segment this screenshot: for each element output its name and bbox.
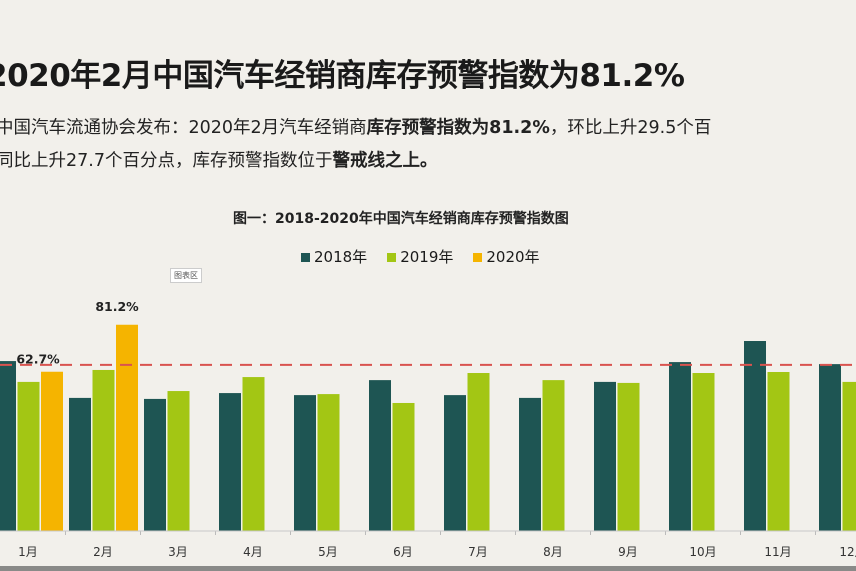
x-tick-label: 2月	[93, 545, 113, 559]
bar-2018年-1月	[0, 361, 16, 531]
bar-2018年-6月	[369, 380, 391, 531]
x-tick-label: 6月	[393, 545, 413, 559]
bar-2020年-1月	[41, 371, 63, 531]
x-tick-label: 5月	[318, 545, 338, 559]
bar-2019年-9月	[617, 382, 640, 531]
x-tick-label: 9月	[618, 545, 638, 559]
bar-2018年-11月	[744, 341, 766, 531]
legend-label: 2018年	[314, 248, 368, 266]
slide-title: 2020年2月中国汽车经销商库存预警指数为81.2%	[0, 58, 685, 94]
data-label: 81.2%	[95, 299, 139, 314]
bottom-border	[0, 566, 856, 571]
bar-2019年-3月	[167, 391, 190, 531]
data-label: 62.7%	[16, 352, 60, 367]
bar-2018年-4月	[219, 393, 241, 531]
bar-2019年-11月	[767, 371, 790, 531]
bar-2019年-8月	[542, 380, 565, 531]
bar-2019年-7月	[467, 373, 490, 531]
bar-2019年-4月	[242, 377, 265, 531]
x-tick-label: 7月	[468, 545, 488, 559]
legend-swatch	[301, 253, 310, 262]
legend-label: 2019年	[400, 248, 454, 266]
x-tick-label: 10月	[689, 545, 716, 559]
summary-text: 中国汽车流通协会发布：2020年2月汽车经销商	[0, 118, 367, 138]
summary-highlight: 库存预警指数为81.2%	[366, 118, 550, 138]
bar-2019年-12月	[842, 381, 856, 531]
summary-text: 同比上升27.7个百分点，库存预警指数位于	[0, 151, 333, 171]
bar-2018年-8月	[519, 397, 541, 531]
legend-label: 2020年	[486, 248, 540, 266]
bar-2018年-7月	[444, 395, 466, 531]
legend-item-2020: 2020年	[473, 246, 540, 267]
x-tick-label: 1月	[18, 545, 38, 559]
x-tick-label: 11月	[764, 545, 791, 559]
summary-line-1: 中国汽车流通协会发布：2020年2月汽车经销商库存预警指数为81.2%，环比上升…	[0, 114, 711, 139]
bar-2019年-6月	[392, 402, 415, 531]
bar-2019年-5月	[317, 394, 340, 531]
summary-line-2: 同比上升27.7个百分点，库存预警指数位于警戒线之上。	[0, 147, 437, 172]
chart-title: 图一：2018-2020年中国汽车经销商库存预警指数图	[233, 211, 569, 227]
bar-2018年-3月	[144, 398, 166, 531]
legend-item-2019: 2019年	[387, 246, 453, 267]
summary-text: ，环比上升29.5个百	[549, 118, 712, 138]
bar-2019年-1月	[17, 381, 40, 531]
x-tick-label: 8月	[543, 545, 563, 559]
bar-2018年-2月	[69, 397, 91, 531]
bar-2018年-9月	[594, 381, 616, 531]
x-tick-label: 12月	[839, 545, 856, 559]
legend-item-2018: 2018年	[301, 246, 367, 267]
x-tick-label: 3月	[168, 545, 188, 559]
bar-2020年-2月	[116, 324, 138, 531]
chart-legend: 2018年 2019年 2020年	[301, 246, 540, 267]
bar-2018年-5月	[294, 395, 316, 531]
bar-2018年-12月	[819, 364, 841, 531]
legend-swatch	[387, 253, 397, 262]
chart-area-tooltip: 图表区	[170, 268, 202, 283]
legend-swatch	[473, 253, 483, 262]
x-tick-label: 4月	[243, 545, 263, 559]
bar-2018年-10月	[669, 362, 691, 531]
bar-2019年-2月	[92, 369, 115, 531]
bar-2019年-10月	[692, 373, 715, 531]
summary-highlight: 警戒线之上。	[332, 151, 438, 171]
